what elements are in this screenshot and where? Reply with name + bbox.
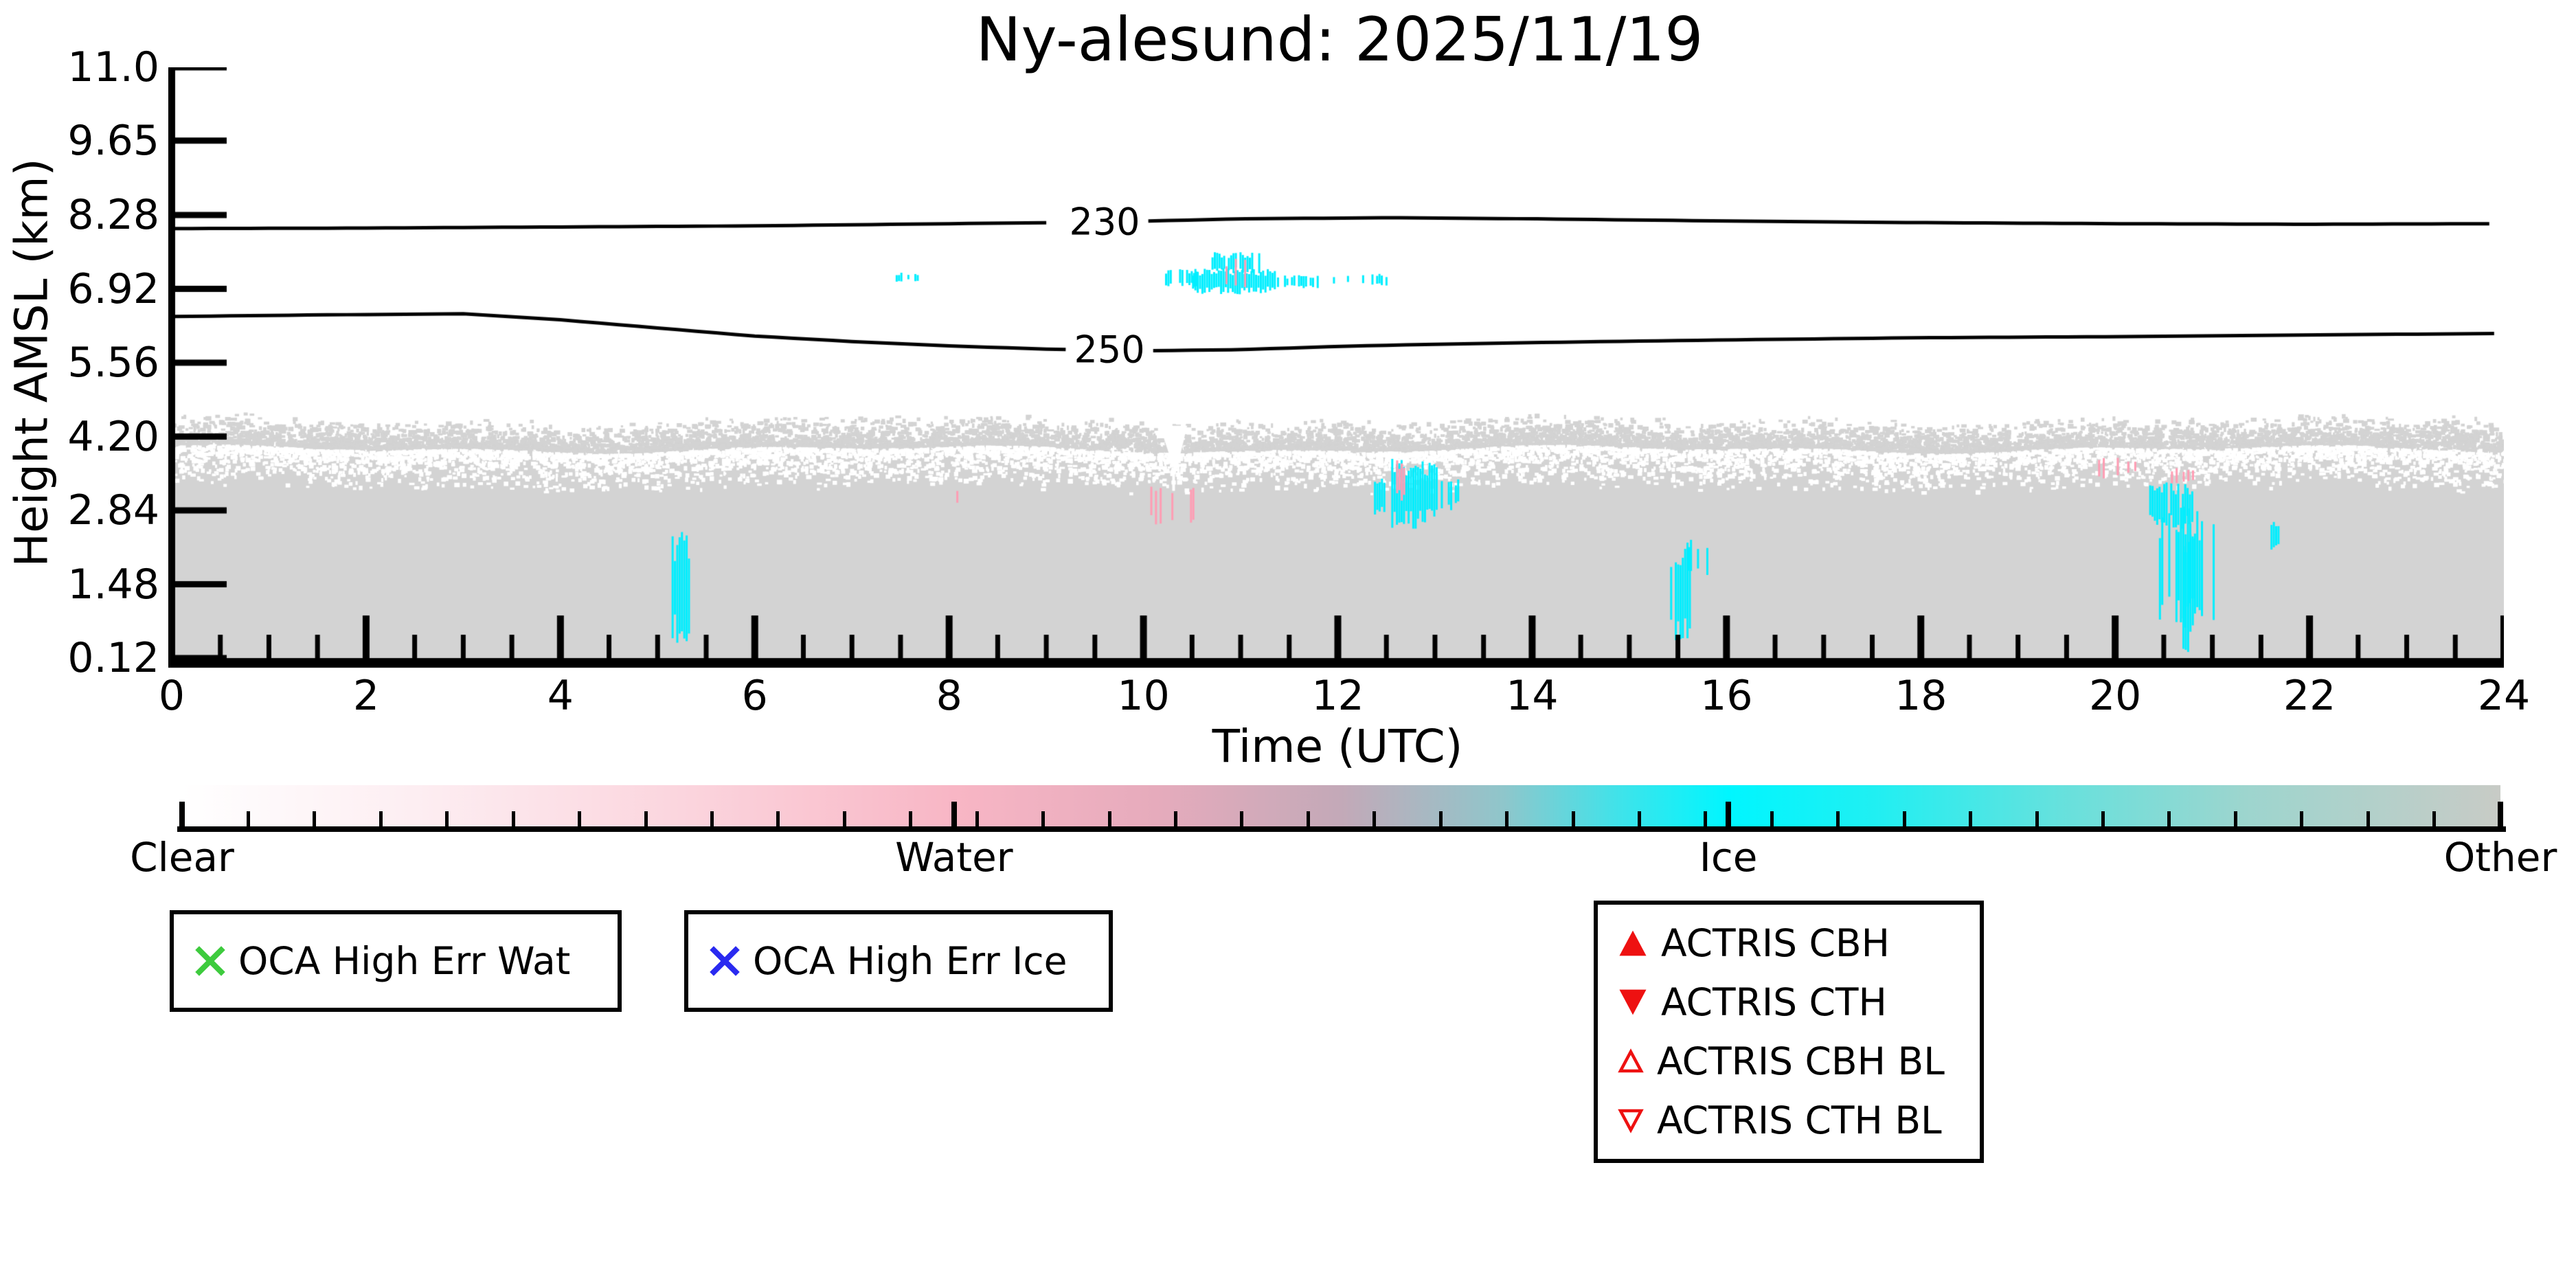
legend-row-actris-cth: ACTRIS CTH [1617, 980, 1887, 1024]
colorbar-label-other: Other [2443, 834, 2557, 881]
colorbar-minor-tick [1041, 811, 1046, 826]
y-tick-label: 5.56 [67, 339, 159, 387]
y-tick-label: 9.65 [67, 116, 159, 165]
x-tick-label: 14 [1506, 672, 1559, 720]
colorbar-label-water: Water [895, 834, 1013, 881]
x-tick-label: 12 [1311, 672, 1364, 720]
colorbar-minor-tick [2101, 811, 2105, 826]
x-tick-label: 2 [352, 672, 379, 720]
colorbar-minor-tick [1770, 811, 1774, 826]
colorbar-minor-tick [2233, 811, 2237, 826]
colorbar-major-tick [179, 802, 185, 826]
legend-actris: ACTRIS CBH ACTRIS CTH ACTRIS CBH BL ACTR… [1594, 901, 1984, 1163]
colorbar-minor-tick [975, 811, 979, 826]
x-marker-green-icon [195, 946, 225, 976]
colorbar-minor-tick [1836, 811, 1840, 826]
y-tick-label: 4.20 [67, 412, 159, 461]
colorbar-minor-tick [776, 811, 780, 826]
colorbar-minor-tick [511, 811, 515, 826]
colorbar-minor-tick [644, 811, 648, 826]
colorbar-minor-tick [1107, 811, 1111, 826]
colorbar-major-tick [1726, 802, 1732, 826]
colorbar-label-clear: Clear [130, 834, 234, 881]
legend-oca-high-err-ice: OCA High Err Ice [684, 910, 1113, 1012]
triangle-down-filled-icon [1619, 989, 1647, 1015]
legend-actris-cth-bl-label: ACTRIS CTH BL [1657, 1098, 1942, 1142]
triangle-up-filled-icon [1619, 930, 1647, 956]
x-tick-label: 24 [2477, 672, 2531, 720]
colorbar-minor-tick [2432, 811, 2437, 826]
colorbar-minor-tick [1438, 811, 1443, 826]
colorbar-minor-tick [909, 811, 913, 826]
x-tick-label: 4 [547, 672, 574, 720]
legend-actris-cbh-bl-label: ACTRIS CBH BL [1657, 1039, 1945, 1083]
y-tick-label: 8.28 [67, 191, 159, 239]
colorbar-major-tick [2498, 802, 2503, 826]
colorbar-minor-tick [2300, 811, 2304, 826]
x-tick-label: 0 [158, 672, 185, 720]
x-tick-label: 6 [741, 672, 768, 720]
colorbar-minor-tick [313, 811, 317, 826]
colorbar-minor-tick [379, 811, 383, 826]
colorbar-minor-tick [246, 811, 250, 826]
colorbar-major-tick [951, 802, 957, 826]
x-tick-label: 8 [936, 672, 962, 720]
colorbar-minor-tick [2366, 811, 2370, 826]
x-tick-label: 18 [1895, 672, 1947, 720]
y-tick-label: 0.12 [67, 634, 159, 682]
colorbar-minor-tick [1969, 811, 1973, 826]
y-tick-label: 6.92 [67, 264, 159, 313]
colorbar-minor-tick [2167, 811, 2171, 826]
x-tick-label: 22 [2283, 672, 2336, 720]
colorbar-minor-tick [1637, 811, 1641, 826]
x-axis-label: Time (UTC) [1212, 720, 1463, 773]
triangle-up-open-icon [1618, 1048, 1644, 1073]
y-tick-label: 2.84 [67, 486, 159, 534]
contour-label-250: 250 [1067, 328, 1152, 372]
colorbar-minor-tick [1704, 811, 1708, 826]
colorbar-minor-tick [842, 811, 846, 826]
legend-row-actris-cbh-bl: ACTRIS CBH BL [1617, 1039, 1945, 1083]
x-tick-label: 16 [1700, 672, 1753, 720]
colorbar-minor-tick [445, 811, 449, 826]
colorbar [182, 785, 2500, 827]
y-tick-label: 1.48 [67, 560, 159, 609]
colorbar-minor-tick [1240, 811, 1244, 826]
time-height-plot [168, 67, 2504, 669]
colorbar-label-ice: Ice [1699, 834, 1758, 881]
triangle-down-open-icon [1618, 1109, 1644, 1133]
colorbar-axis-line [177, 826, 2506, 832]
chart-title: Ny-alesund: 2025/11/19 [975, 4, 1704, 75]
colorbar-minor-tick [578, 811, 582, 826]
legend-row-actris-cbh: ACTRIS CBH [1617, 921, 1890, 965]
legend-actris-cbh-label: ACTRIS CBH [1661, 921, 1890, 965]
colorbar-minor-tick [1505, 811, 1509, 826]
x-marker-blue-icon [710, 946, 740, 976]
x-tick-label: 10 [1117, 672, 1170, 720]
colorbar-minor-tick [1902, 811, 1906, 826]
contour-label-230: 230 [1062, 200, 1147, 244]
y-tick-label: 11.0 [67, 43, 159, 91]
legend-oca-wat-label: OCA High Err Wat [238, 939, 571, 983]
legend-actris-cth-label: ACTRIS CTH [1661, 980, 1887, 1024]
colorbar-minor-tick [1173, 811, 1177, 826]
legend-row-actris-cth-bl: ACTRIS CTH BL [1617, 1098, 1942, 1142]
colorbar-minor-tick [1306, 811, 1310, 826]
colorbar-minor-tick [1571, 811, 1575, 826]
colorbar-minor-tick [1372, 811, 1377, 826]
colorbar-minor-tick [710, 811, 714, 826]
colorbar-minor-tick [2035, 811, 2039, 826]
x-tick-label: 20 [2088, 672, 2142, 720]
legend-oca-ice-label: OCA High Err Ice [753, 939, 1067, 983]
legend-oca-high-err-wat: OCA High Err Wat [170, 910, 622, 1012]
